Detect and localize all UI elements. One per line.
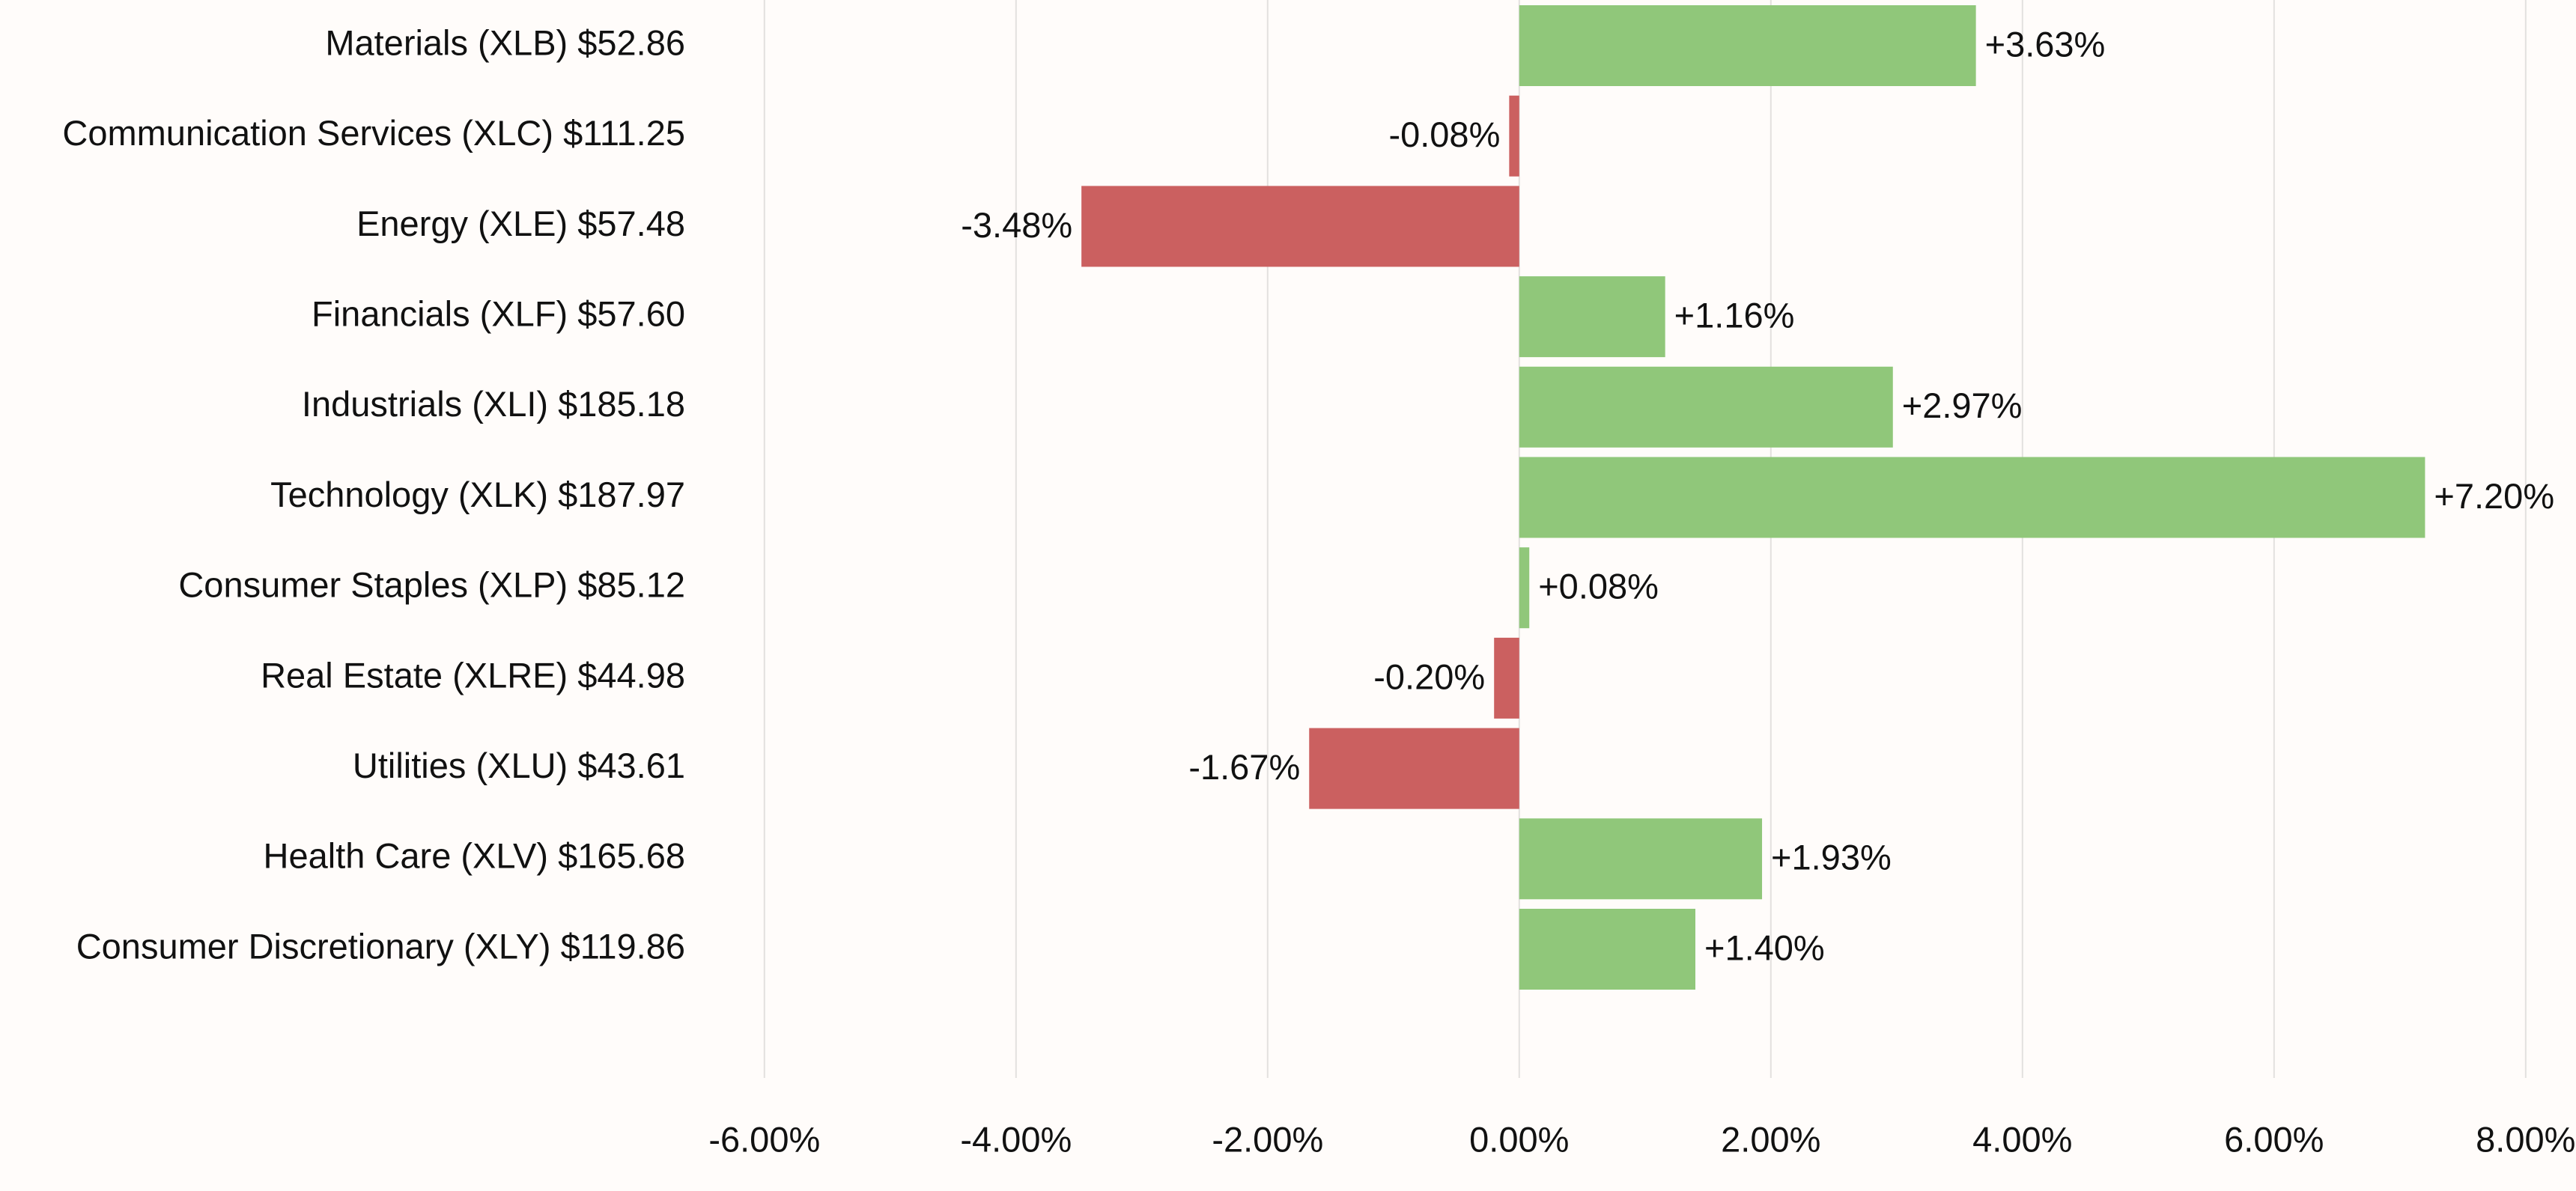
bar-value-label: +1.40% xyxy=(1704,927,1825,967)
bar xyxy=(1519,276,1665,358)
bar-value-label: -0.08% xyxy=(1388,115,1500,154)
bar-value-label: +2.97% xyxy=(1902,386,2023,425)
bar-value-label: +7.20% xyxy=(2434,476,2554,516)
x-tick-label: 4.00% xyxy=(1972,1119,2072,1159)
category-label: Utilities (XLU) $43.61 xyxy=(353,746,685,785)
bar xyxy=(1519,818,1763,900)
category-label: Consumer Discretionary (XLY) $119.86 xyxy=(76,926,685,966)
x-tick-label: 0.00% xyxy=(1469,1119,1569,1159)
category-label: Communication Services (XLC) $111.25 xyxy=(62,113,685,153)
category-label: Financials (XLF) $57.60 xyxy=(312,294,685,334)
category-label: Real Estate (XLRE) $44.98 xyxy=(261,655,685,695)
bar xyxy=(1494,637,1519,719)
category-label: Technology (XLK) $187.97 xyxy=(270,475,685,514)
category-labels: Materials (XLB) $52.86 Communication Serv… xyxy=(62,22,685,966)
category-label: Materials (XLB) $52.86 xyxy=(325,22,685,62)
category-label: Health Care (XLV) $165.68 xyxy=(264,836,685,876)
x-tick-label: 6.00% xyxy=(2224,1119,2324,1159)
bars xyxy=(1081,5,2425,990)
value-labels: +3.63% -0.08% -3.48% +1.16% +2.97% +7.20% +0.0… xyxy=(961,24,2554,967)
bar xyxy=(1519,5,1976,86)
x-tick-label: -6.00% xyxy=(708,1119,820,1159)
x-tick-label: -2.00% xyxy=(1212,1119,1323,1159)
x-tick-label: 8.00% xyxy=(2476,1119,2575,1159)
bar xyxy=(1519,366,1893,448)
bar xyxy=(1519,909,1695,990)
grid-lines xyxy=(763,0,2527,1078)
bar xyxy=(1519,547,1530,629)
bar xyxy=(1509,95,1519,177)
bar xyxy=(1519,457,2425,538)
bar-value-label: +1.93% xyxy=(1771,838,1892,877)
bar-value-label: +0.08% xyxy=(1538,567,1659,606)
category-label: Industrials (XLI) $185.18 xyxy=(302,384,685,424)
bar-value-label: +3.63% xyxy=(1985,24,2106,64)
category-label: Consumer Staples (XLP) $85.12 xyxy=(178,565,685,605)
category-label: Energy (XLE) $57.48 xyxy=(356,204,685,243)
bar-value-label: +1.16% xyxy=(1674,296,1795,335)
x-tick-label: -4.00% xyxy=(960,1119,1072,1159)
x-axis-ticks: -6.00% -4.00% -2.00% 0.00% 2.00% 4.00% 6.00% 8.… xyxy=(708,1119,2575,1159)
bar xyxy=(1309,728,1519,809)
bar-value-label: -3.48% xyxy=(961,205,1072,245)
x-tick-label: 2.00% xyxy=(1721,1119,1820,1159)
bar-value-label: -0.20% xyxy=(1373,657,1485,696)
bar xyxy=(1081,186,1519,267)
bar-value-label: -1.67% xyxy=(1188,747,1300,787)
